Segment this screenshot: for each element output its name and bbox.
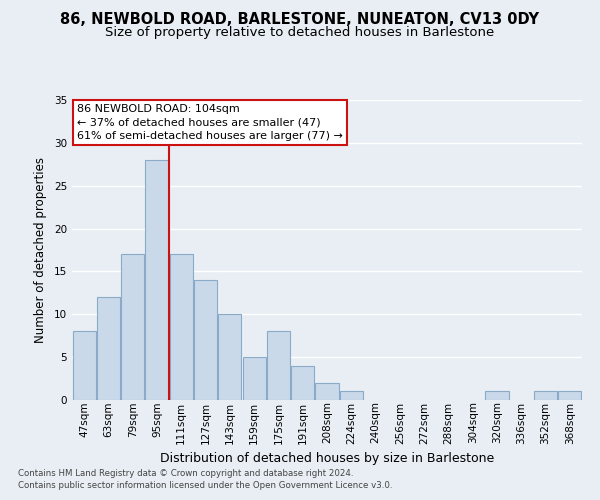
Bar	[534, 392, 557, 400]
Bar	[291, 366, 314, 400]
Text: Contains HM Land Registry data © Crown copyright and database right 2024.: Contains HM Land Registry data © Crown c…	[18, 468, 353, 477]
Bar	[559, 392, 581, 400]
Bar	[316, 383, 338, 400]
Text: 86, NEWBOLD ROAD, BARLESTONE, NUNEATON, CV13 0DY: 86, NEWBOLD ROAD, BARLESTONE, NUNEATON, …	[61, 12, 539, 28]
Text: 86 NEWBOLD ROAD: 104sqm
← 37% of detached houses are smaller (47)
61% of semi-de: 86 NEWBOLD ROAD: 104sqm ← 37% of detache…	[77, 104, 343, 141]
Bar	[340, 392, 363, 400]
Bar	[145, 160, 169, 400]
Bar	[218, 314, 241, 400]
Text: Size of property relative to detached houses in Barlestone: Size of property relative to detached ho…	[106, 26, 494, 39]
Text: Contains public sector information licensed under the Open Government Licence v3: Contains public sector information licen…	[18, 481, 392, 490]
X-axis label: Distribution of detached houses by size in Barlestone: Distribution of detached houses by size …	[160, 452, 494, 465]
Bar	[73, 332, 95, 400]
Bar	[485, 392, 509, 400]
Bar	[170, 254, 193, 400]
Bar	[97, 297, 120, 400]
Y-axis label: Number of detached properties: Number of detached properties	[34, 157, 47, 343]
Bar	[121, 254, 144, 400]
Bar	[267, 332, 290, 400]
Bar	[242, 357, 266, 400]
Bar	[194, 280, 217, 400]
